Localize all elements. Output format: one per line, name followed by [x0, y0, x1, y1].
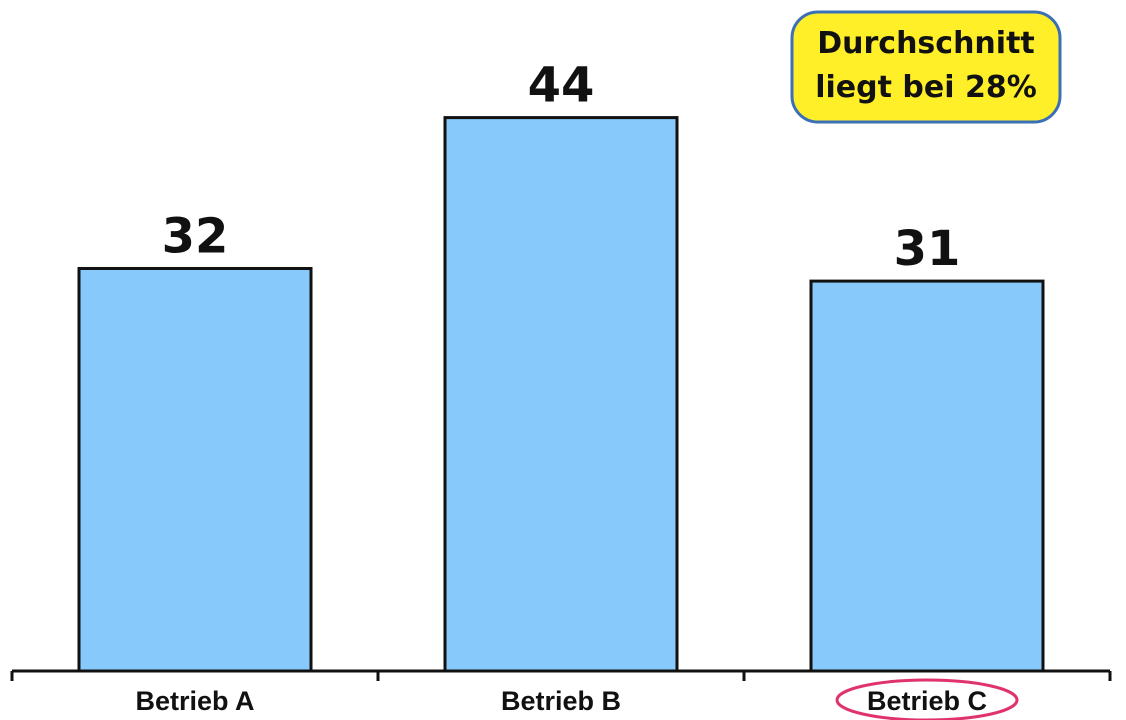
annotation-line-2: liegt bei 28%: [815, 70, 1037, 105]
highlight-ring: [835, 678, 1019, 720]
bar-betrieb-b: [443, 116, 679, 673]
category-label-betrieb-a: Betrieb A: [135, 686, 254, 716]
category-labels-layer: Betrieb A Betrieb B Betrieb C: [135, 686, 987, 716]
bar-betrieb-c: [809, 279, 1045, 673]
category-label-betrieb-c: Betrieb C: [867, 686, 987, 716]
category-label-betrieb-b: Betrieb B: [501, 686, 621, 716]
value-label-betrieb-c: 31: [894, 221, 961, 277]
value-label-betrieb-a: 32: [162, 209, 229, 265]
annotation-box: [790, 10, 1062, 124]
bars-layer: [77, 116, 1045, 673]
bar-betrieb-a: [77, 267, 313, 673]
x-axis-ticks: [10, 671, 1112, 681]
value-labels-layer: 32 44 31: [162, 58, 961, 278]
value-label-betrieb-b: 44: [528, 58, 595, 114]
annotation-line-1: Durchschnitt: [817, 26, 1035, 61]
average-annotation: Durchschnitt liegt bei 28%: [790, 10, 1062, 124]
